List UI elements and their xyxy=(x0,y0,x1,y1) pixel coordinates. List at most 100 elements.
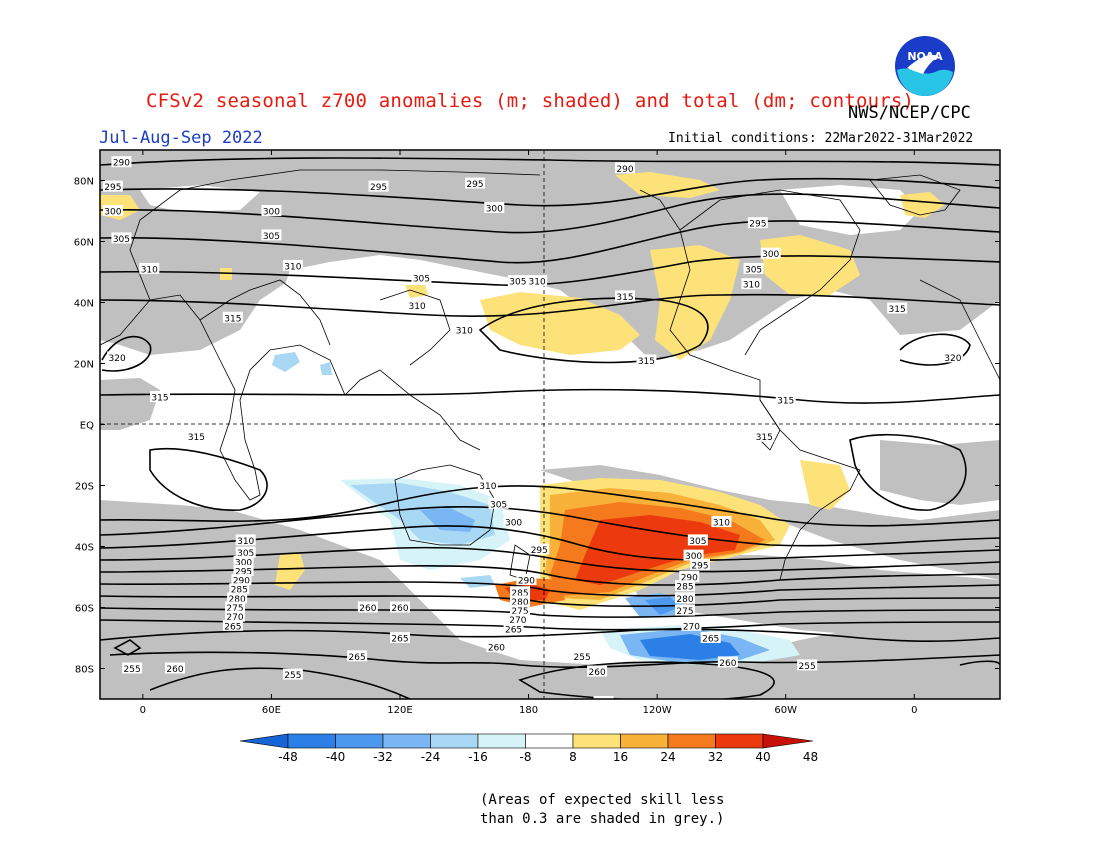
colorbar-segment xyxy=(287,733,336,749)
longitude-axis: 0 60E 120E 180 120W 60W 0 xyxy=(140,150,917,716)
contour-label: 290 xyxy=(233,577,250,587)
contour-labels: 2902953003053103153203153153103053153153… xyxy=(102,156,963,709)
noaa-logo-text: NOAA xyxy=(907,50,943,63)
contour-label: 295 xyxy=(104,183,121,193)
colorbar-label: 40 xyxy=(755,750,770,764)
contour-label: 275 xyxy=(676,607,693,617)
contour-label-bg xyxy=(282,668,303,680)
colorbar-label: 48 xyxy=(803,750,818,764)
contour-label-bg xyxy=(229,583,250,595)
contour-label: 300 xyxy=(486,204,503,214)
contour-label-bg xyxy=(503,622,524,634)
contour-label-bg xyxy=(615,290,635,302)
colorbar-label: 16 xyxy=(613,750,628,764)
contour-label: 300 xyxy=(685,552,702,562)
contour-label-bg xyxy=(484,201,505,213)
colorbar-label: -32 xyxy=(373,750,393,764)
contour-label: 280 xyxy=(676,595,693,605)
contour-label: 315 xyxy=(777,397,794,407)
contour-label-bg xyxy=(507,275,528,287)
contour-label-bg xyxy=(222,311,243,323)
colorbar-segment xyxy=(477,733,526,749)
lat-tick-label: 80S xyxy=(75,665,94,676)
contour-label-bg xyxy=(593,696,614,699)
skill-note-line1: (Areas of expected skill less xyxy=(480,792,725,808)
colorbar-label: -40 xyxy=(326,750,346,764)
contour-label: 255 xyxy=(595,699,612,709)
contour-label-bg xyxy=(165,662,185,674)
contour-label-bg xyxy=(477,479,498,491)
contour-label: 295 xyxy=(749,220,766,230)
contour-label: 285 xyxy=(676,583,693,593)
contour-label: 270 xyxy=(509,616,526,626)
latitude-axis: 80N 60N 40N 20N EQ 20S 40S 60S 80S xyxy=(74,177,1000,676)
contour-label-bg xyxy=(700,632,721,643)
contour-label: 315 xyxy=(224,314,241,324)
contour-label: 310 xyxy=(479,482,496,492)
forecast-period: Jul-Aug-Sep 2022 xyxy=(99,128,263,148)
contour-label-bg xyxy=(675,592,695,604)
contour-label: 305 xyxy=(263,232,280,242)
contour-label: 290 xyxy=(518,577,535,587)
contour-label-bg xyxy=(675,580,695,592)
contour-label: 315 xyxy=(188,433,205,443)
contour-label: 290 xyxy=(681,574,698,584)
lon-tick-label: 0 xyxy=(911,705,917,716)
contour-label: 310 xyxy=(237,537,254,547)
contour-label-bg xyxy=(797,659,818,671)
contour-label: 305 xyxy=(509,278,526,288)
lat-tick-label: 60N xyxy=(74,238,94,249)
contour-label: 315 xyxy=(756,433,773,443)
contour-label: 285 xyxy=(231,586,248,596)
contour-label-bg xyxy=(465,177,485,189)
colorbar: -48 -40 -32 -24 -16 -8 8 16 24 32 40 48 xyxy=(239,733,818,764)
contour-label-bg xyxy=(233,555,254,567)
contour-label: 270 xyxy=(683,622,700,632)
contour-label: 255 xyxy=(574,653,591,663)
contour-label-bg xyxy=(507,613,528,625)
colorbar-label: -16 xyxy=(468,750,488,764)
contour-label: 265 xyxy=(391,635,408,645)
contour-label-bg xyxy=(683,549,704,561)
contour-label: 260 xyxy=(488,644,505,654)
contour-label: 295 xyxy=(235,567,252,577)
contour-label: 305 xyxy=(413,275,430,285)
contour-label: 310 xyxy=(284,262,301,272)
contour-label: 265 xyxy=(702,635,719,645)
lat-tick-label: 20S xyxy=(75,482,94,493)
contour-label-bg xyxy=(942,351,963,363)
colorbar-segment xyxy=(620,733,669,749)
contour-label-bg xyxy=(510,586,530,598)
contour-label-bg xyxy=(225,610,245,622)
contour-label: 290 xyxy=(616,165,633,175)
contour-label-bg xyxy=(510,604,530,616)
contour-label-bg xyxy=(411,272,432,284)
lat-tick-label: 40N xyxy=(74,299,94,310)
colorbar-label: 32 xyxy=(708,750,723,764)
contour-label-bg xyxy=(636,354,657,366)
contour-label-bg xyxy=(488,497,509,509)
contour-label: 305 xyxy=(237,549,254,559)
contour-label-bg xyxy=(572,650,593,662)
contour-label-bg xyxy=(222,619,243,631)
contour-label-bg xyxy=(107,351,128,363)
contour-label: 280 xyxy=(511,598,528,608)
initial-conditions: Initial conditions: 22Mar2022-31Mar2022 xyxy=(668,131,974,146)
lat-tick-label: 60S xyxy=(75,604,94,615)
colorbar-label: 8 xyxy=(569,750,577,764)
contour-label: 280 xyxy=(229,595,246,605)
contour-label: 305 xyxy=(113,235,130,245)
contour-label: 255 xyxy=(799,662,816,672)
contour-label: 275 xyxy=(226,604,243,614)
contour-label: 265 xyxy=(505,625,522,635)
contour-label: 305 xyxy=(745,265,762,275)
contour-label-bg xyxy=(231,574,252,586)
contour-label-bg xyxy=(775,394,796,406)
agency-label: NWS/NCEP/CPC xyxy=(848,103,971,123)
contour-label-bg xyxy=(122,662,143,674)
contour-label: 315 xyxy=(616,293,633,303)
contour-label: 310 xyxy=(713,519,730,529)
contour-label-bg xyxy=(347,650,368,662)
contour-label: 310 xyxy=(743,281,760,291)
contour-label-bg xyxy=(407,299,428,311)
